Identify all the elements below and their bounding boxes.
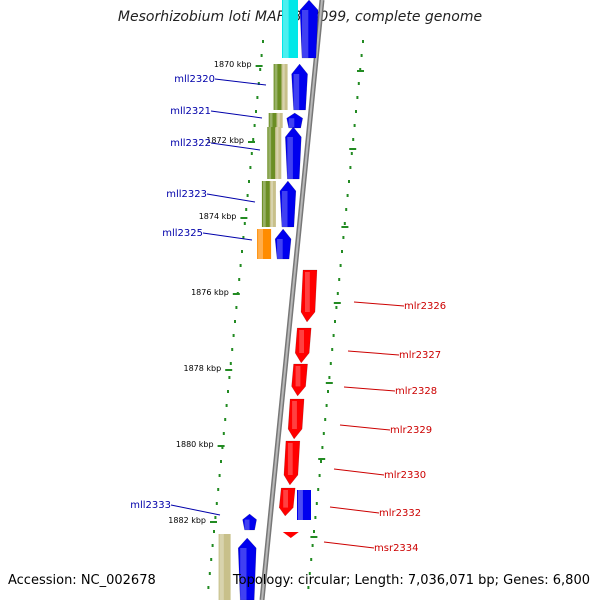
gene-label-right: mlr2326	[404, 301, 446, 312]
gene-arrow-left	[279, 180, 297, 228]
topology-text: Topology: circular; Length: 7,036,071 bp…	[232, 573, 590, 588]
tan-feature	[275, 127, 282, 179]
kbp-label: 1870 kbp	[214, 60, 252, 69]
leader-line	[206, 193, 256, 203]
gene-arrow-left	[274, 228, 292, 260]
kbp-tick	[349, 148, 357, 150]
gene-label-left: mll2323	[166, 189, 207, 200]
accession-text: Accession: NC_002678	[8, 573, 156, 588]
gene-arrow-right	[294, 327, 312, 364]
genome-backbone	[259, 0, 325, 600]
left-gene-labels: mll2320 mll2321 mll2322 mll2323 mll2325 mll23…	[130, 74, 267, 516]
leader-line	[333, 468, 385, 476]
gene-box-blue	[297, 490, 311, 520]
gene-label-right: mlr2332	[379, 508, 421, 519]
olive-feature	[267, 127, 276, 179]
gene-label-left: mll2321	[170, 106, 211, 117]
kbp-tick	[248, 141, 255, 143]
gene-label-left: mll2333	[130, 500, 171, 511]
kbp-tick	[325, 382, 333, 384]
olive-feature	[261, 181, 270, 227]
gene-label-left: mll2325	[162, 228, 203, 239]
gene-arrow-left	[286, 112, 303, 129]
leader-line	[214, 78, 267, 86]
leader-line	[210, 142, 261, 151]
right-dotted-guide	[307, 40, 364, 589]
kbp-tick	[240, 217, 248, 219]
kbp-tick	[210, 521, 217, 523]
gene-label-right: mlr2329	[390, 425, 432, 436]
kbp-label: 1874 kbp	[199, 212, 237, 221]
map-title: Mesorhizobium loti MAFF303099, complete …	[117, 9, 483, 25]
right-gene-labels: mlr2326 mlr2327 mlr2328 mlr2329 mlr2330 mlr23…	[323, 301, 446, 554]
gene-label-right: mlr2327	[399, 350, 441, 361]
gene-arrow-right	[283, 440, 301, 486]
kbp-tick	[318, 458, 326, 460]
gene-arrow-left	[237, 537, 257, 600]
kbp-tick	[357, 70, 364, 72]
cyan-feature	[282, 0, 298, 58]
gene-arrow-right	[278, 487, 296, 517]
olive-feature	[273, 64, 282, 110]
dotted-guides	[207, 40, 364, 589]
gene-arrow-left	[299, 0, 319, 59]
kbp-scale: 1870 kbp 1872 kbp 1874 kbp 1876 kbp 1878 kbp…	[168, 60, 364, 538]
leader-line	[343, 386, 396, 392]
gene-arrow-left	[285, 126, 302, 180]
gene-label-right: mlr2328	[395, 386, 437, 397]
kbp-label: 1876 kbp	[191, 288, 229, 297]
kbp-label: 1872 kbp	[206, 136, 244, 145]
gene-features	[218, 0, 319, 600]
left-dotted-guide	[207, 40, 264, 589]
leader-line	[170, 504, 221, 516]
gene-label-left: mll2322	[170, 138, 211, 149]
kbp-tick	[217, 445, 225, 447]
leader-line	[202, 232, 253, 241]
kbp-tick	[333, 302, 341, 304]
gene-arrow-left	[242, 513, 257, 531]
kbp-label: 1878 kbp	[183, 364, 221, 373]
orange-feature	[257, 229, 272, 259]
kbp-tick	[232, 293, 240, 295]
tan-feature	[276, 113, 283, 128]
gene-arrow-right	[287, 398, 305, 440]
tan-feature	[281, 64, 288, 110]
leader-line	[329, 506, 380, 514]
kbp-tick	[310, 536, 318, 538]
olive-feature	[268, 113, 277, 128]
gene-label-right: mlr2330	[384, 470, 426, 481]
leader-line	[339, 424, 391, 431]
tan-feature	[218, 534, 231, 600]
gene-arrow-right	[291, 363, 308, 397]
leader-line	[347, 350, 400, 356]
gene-arrow-left	[291, 63, 308, 111]
leader-line	[323, 541, 375, 549]
kbp-label: 1882 kbp	[168, 516, 206, 525]
gene-label-right: msr2334	[374, 543, 419, 554]
kbp-tick	[341, 226, 349, 228]
leader-line	[353, 301, 405, 307]
kbp-tick	[255, 65, 263, 67]
kbp-label: 1880 kbp	[176, 440, 214, 449]
tan-feature	[269, 181, 276, 227]
leader-line	[210, 110, 263, 119]
kbp-tick	[225, 369, 233, 371]
gene-arrow-small	[282, 532, 299, 538]
gene-arrow-right	[300, 269, 318, 323]
gene-label-left: mll2320	[174, 74, 215, 85]
